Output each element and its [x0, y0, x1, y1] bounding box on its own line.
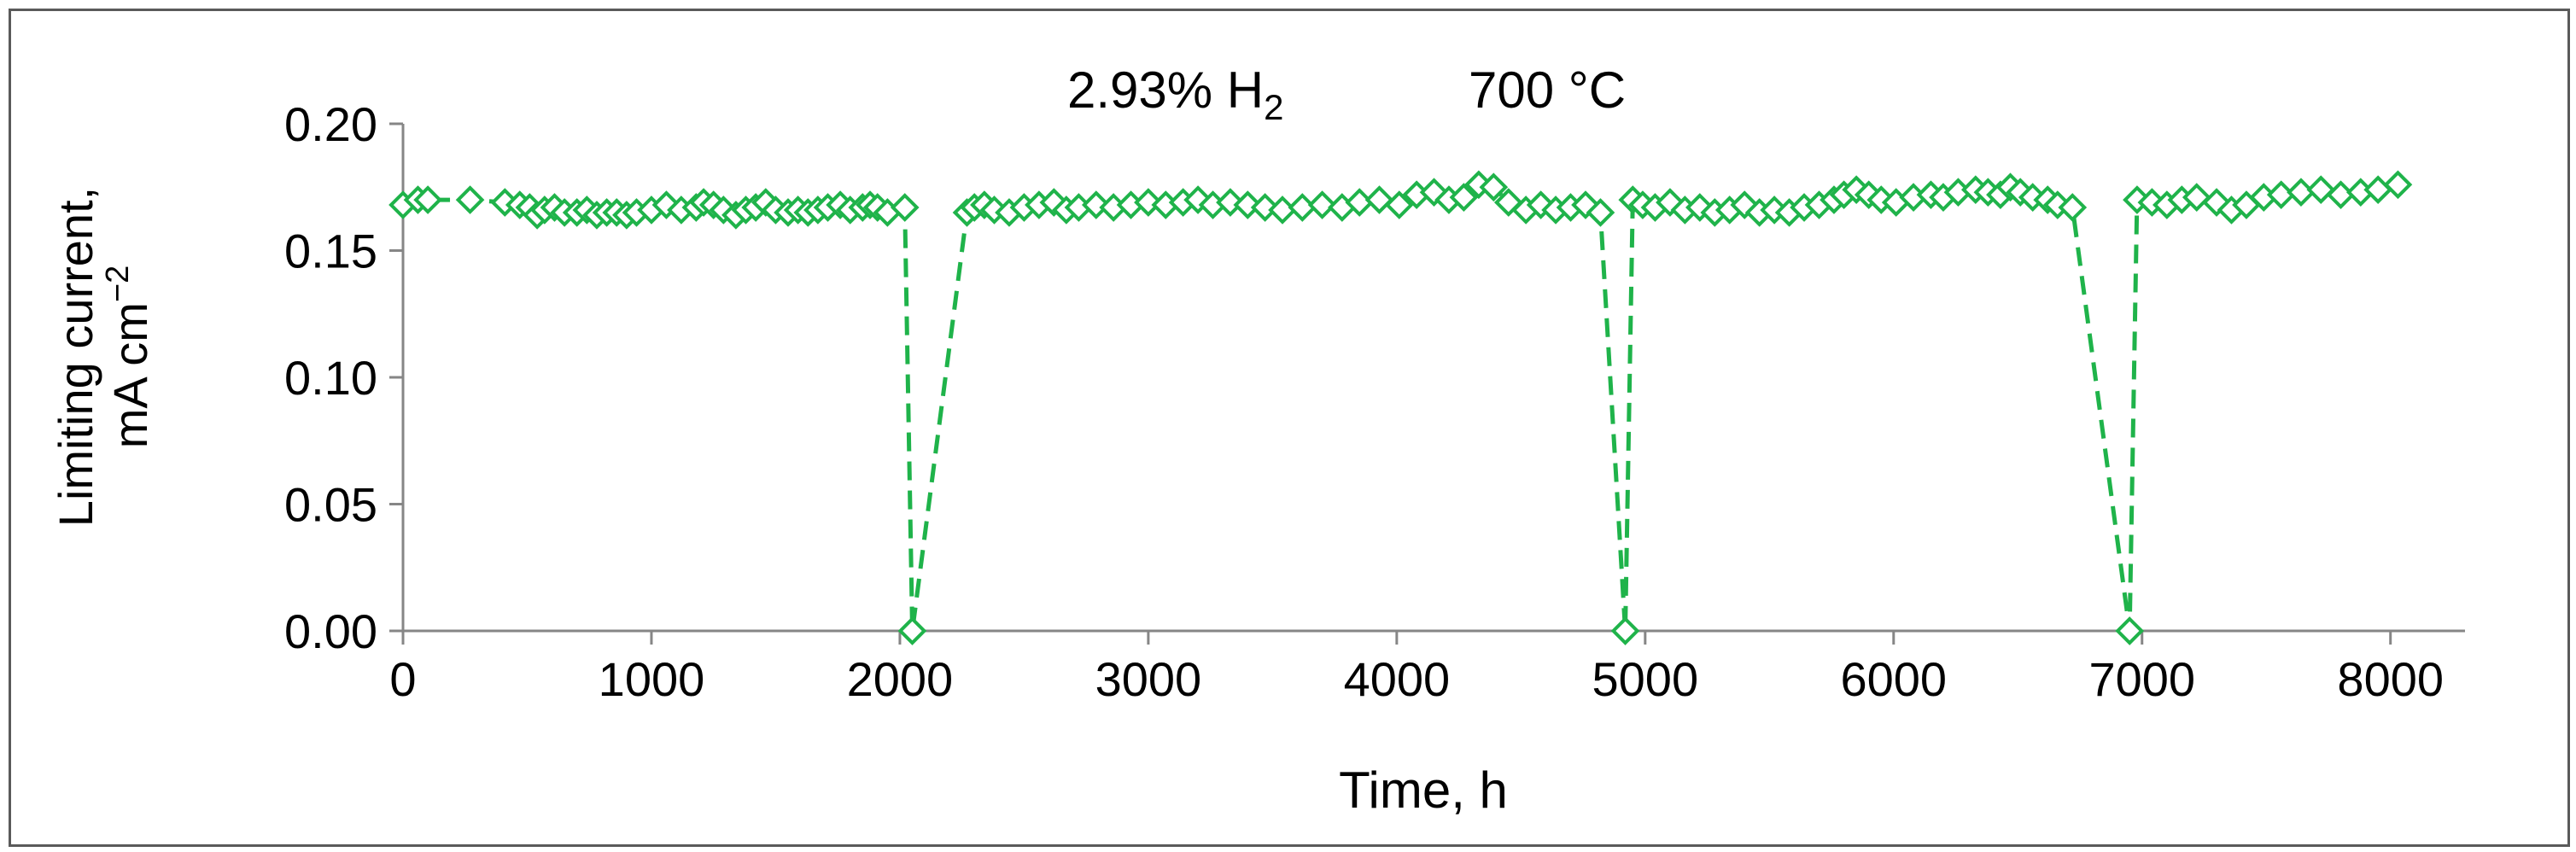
y-tick-label: 0.10	[284, 351, 377, 405]
data-point	[2383, 170, 2413, 200]
x-axis-label: Time, h	[1339, 762, 1508, 819]
data-point	[1216, 188, 1245, 217]
chart-frame	[9, 9, 2570, 847]
data-point	[413, 185, 442, 214]
x-tick-label: 5000	[1592, 652, 1699, 706]
chart-title-conc-text: 2.93% H	[1067, 61, 1264, 119]
data-point	[1233, 190, 1263, 219]
y-axis-label-line2: mA cm−2	[100, 266, 157, 448]
y-axis-label: Limiting current, mA cm−2	[49, 187, 157, 527]
data-point	[1364, 185, 1394, 214]
data-point	[2115, 616, 2145, 645]
y-axis-label-line1: Limiting current,	[49, 187, 102, 527]
data-point	[1586, 198, 1615, 227]
y-tick-label: 0.20	[284, 97, 377, 151]
data-point	[1134, 188, 1163, 217]
y-axis-unit-text: mA cm	[103, 302, 157, 448]
chart-title-temperature: 700 °C	[1469, 61, 1626, 119]
x-tick-label: 2000	[847, 652, 954, 706]
data-point	[1250, 193, 1280, 222]
x-tick-label: 7000	[2088, 652, 2195, 706]
x-tick-label: 4000	[1344, 652, 1451, 706]
data-point	[2363, 175, 2392, 205]
x-tick-label: 3000	[1095, 652, 1202, 706]
data-point	[1081, 190, 1111, 219]
x-tick-label: 1000	[599, 652, 705, 706]
y-tick-label: 0.00	[284, 604, 377, 658]
data-point	[1307, 190, 1337, 219]
data-point	[897, 616, 927, 645]
x-tick-label: 0	[389, 652, 416, 706]
data-point	[1449, 183, 1479, 212]
chart-title-concentration: 2.93% H2	[1067, 61, 1284, 127]
data-point	[1685, 193, 1714, 222]
y-tick-label: 0.05	[284, 478, 377, 532]
series-line	[402, 182, 2399, 632]
data-point	[1479, 172, 1509, 202]
data-point	[890, 193, 920, 222]
data-point	[2182, 183, 2211, 212]
data-point	[1610, 616, 1640, 645]
x-tick-label: 8000	[2337, 652, 2444, 706]
data-point	[455, 185, 485, 214]
series-group	[388, 170, 2413, 645]
x-tick-label: 6000	[1840, 652, 1947, 706]
data-point	[2058, 193, 2088, 222]
data-point	[1384, 190, 1414, 219]
y-axis-unit-superscript: −2	[100, 266, 136, 302]
chart-title-subscript: 2	[1264, 87, 1283, 127]
axes-group: 0.00 0.05 0.10 0.15 0.20 0 1000 2000 3000 4000 500…	[284, 97, 2465, 706]
y-tick-label: 0.15	[284, 225, 377, 278]
data-point	[2306, 175, 2336, 205]
